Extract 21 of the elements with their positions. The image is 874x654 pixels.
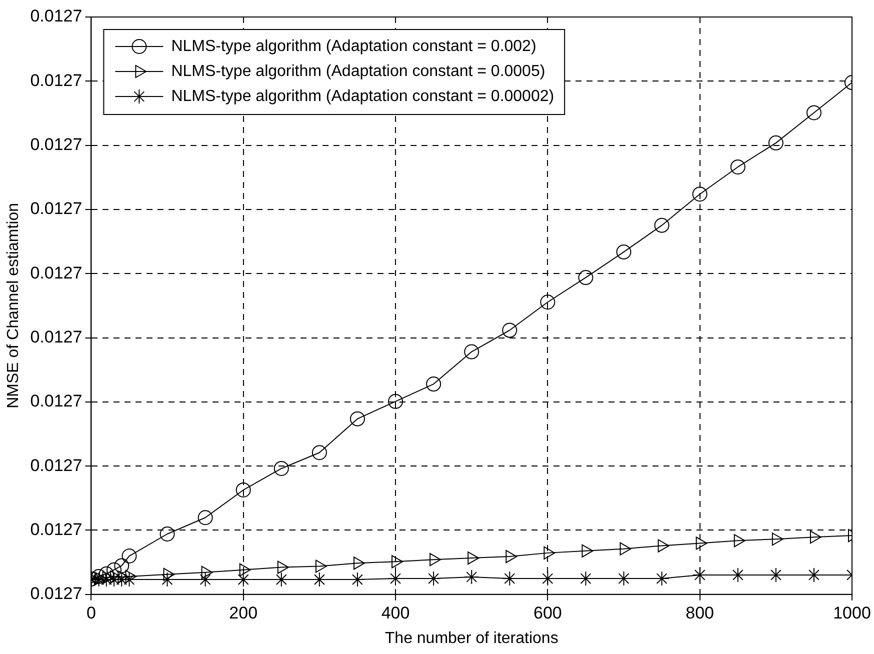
text: 0.0127 xyxy=(30,392,82,411)
x-tick-label: 0 xyxy=(86,603,96,622)
text: 0.0127 xyxy=(30,6,82,26)
legend-label: NLMS-type algorithm (Adaptation constant = 0.002) xyxy=(171,38,536,55)
x-tick-label: 1000 xyxy=(833,603,871,622)
y-axis-title: NMSE of Channel estiamtion xyxy=(5,202,22,408)
legend-label: NLMS-type algorithm (Adaptation constant = 0.0005) xyxy=(171,62,546,80)
x-tick-label: 400 xyxy=(381,603,410,622)
text: 0.0127 xyxy=(30,520,82,539)
x-axis-title: The number of iterations xyxy=(384,630,558,647)
text: 0.0127 xyxy=(30,135,82,154)
legend-label: NLMS-type algorithm (Adaptation constant = 0.00002) xyxy=(171,88,554,105)
text: 0.0127 xyxy=(30,199,82,218)
x-tick-label: 800 xyxy=(686,603,714,622)
x-tick-label: 600 xyxy=(533,603,562,622)
text: 0.0127 xyxy=(30,70,82,90)
text: 0.0127 xyxy=(30,327,82,346)
x-tick-label: 200 xyxy=(229,603,258,622)
text: 0.0127 xyxy=(30,584,82,604)
text: 0.0127 xyxy=(30,456,82,475)
text: 0.0127 xyxy=(30,263,82,282)
